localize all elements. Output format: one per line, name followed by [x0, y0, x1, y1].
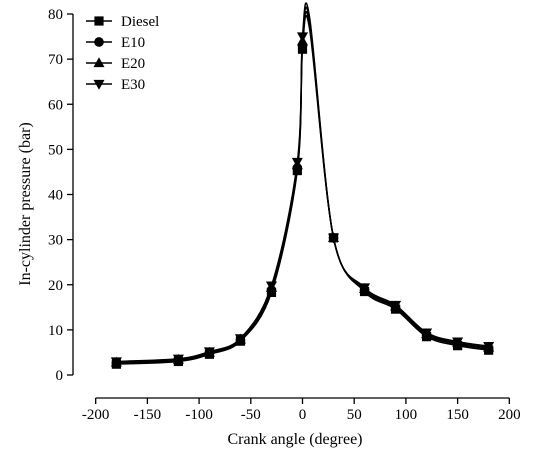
y-tick-label: 50: [48, 142, 63, 158]
legend-marker: [93, 79, 105, 90]
x-tick-label: -100: [185, 407, 213, 423]
data-point: [265, 281, 277, 292]
x-axis-title: Crank angle (degree): [227, 431, 362, 448]
data-point: [452, 337, 464, 348]
series-line: [116, 2, 489, 363]
series-e30: [116, 2, 489, 363]
legend-item: Diesel: [86, 14, 159, 30]
series-markers-diesel: [111, 44, 494, 369]
legend-item: E30: [86, 77, 145, 93]
data-point: [483, 341, 495, 352]
x-tick-label: -200: [82, 407, 110, 423]
y-tick-label: 80: [48, 7, 63, 23]
x-tick-label: -50: [241, 407, 261, 423]
data-point: [172, 354, 184, 365]
legend-item: E10: [86, 35, 145, 51]
legend-label: E20: [121, 56, 145, 72]
legend: Diesel E10 E20 E30: [86, 14, 159, 93]
legend-marker: [93, 57, 105, 68]
data-point: [421, 328, 433, 339]
series-line: [116, 14, 489, 365]
y-tick-label: 10: [48, 323, 63, 339]
x-tick-label: -150: [134, 407, 162, 423]
data-point: [203, 347, 215, 358]
legend-marker: [94, 37, 104, 47]
y-tick-label: 30: [48, 233, 63, 249]
data-point: [234, 334, 246, 345]
y-tick-label: 0: [56, 368, 64, 384]
legend-item: E20: [86, 56, 145, 72]
y-tick-label: 60: [48, 97, 63, 113]
series-markers-e30: [110, 32, 495, 368]
series-markers-e10: [111, 40, 494, 369]
data-point: [296, 32, 309, 43]
legend-label: E30: [121, 77, 145, 93]
y-tick-label: 40: [48, 188, 63, 204]
y-tick-label: 20: [48, 278, 63, 294]
legend-label: Diesel: [121, 14, 159, 30]
series-diesel: [116, 14, 489, 365]
x-tick-label: 200: [498, 407, 521, 423]
data-point: [359, 283, 371, 294]
legend-label: E10: [121, 35, 145, 51]
data-point: [328, 233, 340, 244]
axes: 0 10 20 30 40 50 60 70 80 -200 -150 -100 -50 0 50 100 15…: [48, 7, 521, 423]
x-tick-label: 0: [299, 407, 307, 423]
y-axis-title: In-cylinder pressure (bar): [17, 122, 34, 285]
x-tick-label: 50: [347, 407, 362, 423]
data-point: [390, 300, 402, 311]
legend-marker: [94, 16, 104, 26]
data-point: [110, 357, 122, 368]
series-markers-e20: [110, 35, 495, 367]
series-layer: [110, 2, 495, 369]
y-tick-label: 70: [48, 52, 63, 68]
x-tick-label: 100: [395, 407, 418, 423]
data-point: [291, 157, 303, 168]
x-tick-label: 150: [446, 407, 469, 423]
